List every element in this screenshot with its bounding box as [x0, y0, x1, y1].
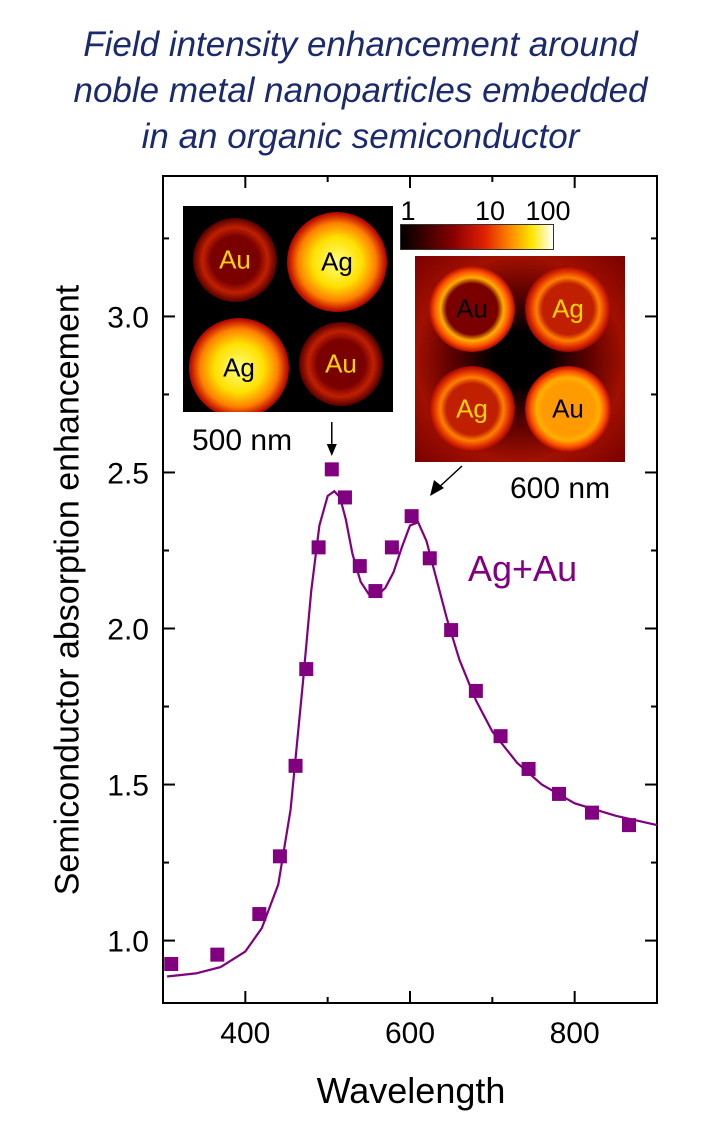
particle-ag-bright [287, 212, 387, 312]
inset-field-map-600nm: Au Ag Ag Au [415, 256, 625, 462]
data-point [324, 462, 339, 477]
figure-title-line-2: noble metal nanoparticles embedded [73, 71, 648, 110]
y-tick-label: 1.0 [107, 926, 149, 959]
data-point [288, 758, 303, 773]
particle-au-dim [193, 218, 277, 302]
inset1-label-4: Au [325, 348, 357, 379]
data-point [352, 559, 367, 574]
arrow-500nm-head [326, 444, 337, 456]
data-point [493, 729, 508, 744]
y-tick-label: 2.5 [107, 457, 149, 490]
data-point [404, 509, 419, 524]
data-point [299, 662, 314, 677]
figure-title-line-1: Field intensity enhancement around [83, 25, 638, 64]
inset2-label-3: Ag [456, 393, 488, 424]
particle-ag-bright [189, 318, 289, 412]
colorbar-tick-1: 1 [400, 196, 416, 226]
particle-au-ring [429, 266, 515, 352]
data-point [337, 490, 352, 505]
particle-au-ring [525, 366, 611, 452]
annotation-600nm: 600 nm [510, 472, 611, 505]
inset1-label-2: Ag [321, 246, 353, 277]
annotation-500nm: 500 nm [192, 424, 293, 457]
particle-au-dim [299, 322, 383, 406]
data-point [468, 683, 483, 698]
particle-ag-ring [429, 366, 515, 452]
inset2-label-1: Au [456, 293, 488, 324]
data-point [272, 849, 287, 864]
inset-field-map-500nm: Au Ag Ag Au [183, 206, 393, 412]
data-point [252, 907, 267, 922]
data-point [584, 805, 599, 820]
colorbar-tick-100: 100 [525, 196, 571, 226]
data-point [444, 623, 459, 638]
data-point [210, 947, 225, 962]
y-axis-label: Semiconductor absorption enhancement [48, 284, 87, 896]
particle-ag-ring [525, 266, 611, 352]
y-tick-label: 1.5 [107, 770, 149, 803]
inset1-label-1: Au [219, 244, 251, 275]
data-point [368, 584, 383, 599]
data-point [384, 540, 399, 555]
inset2-label-2: Ag [552, 293, 584, 324]
colorbar-tick-10: 10 [474, 196, 506, 226]
inset2-label-4: Au [552, 393, 584, 424]
x-tick-label: 800 [550, 1017, 600, 1050]
x-tick-label: 400 [220, 1017, 270, 1050]
x-axis-label: Wavelength [316, 1070, 506, 1111]
colorbar [400, 224, 554, 250]
data-point [422, 551, 437, 566]
inset1-label-3: Ag [223, 352, 255, 383]
fit-line [166, 489, 658, 978]
data-point [164, 956, 179, 971]
data-point [311, 540, 326, 555]
data-point [521, 761, 536, 776]
y-tick-label: 2.0 [107, 614, 149, 647]
x-tick-label: 600 [385, 1017, 435, 1050]
y-tick-label: 3.0 [107, 301, 149, 334]
data-point [622, 818, 637, 833]
data-point [552, 786, 567, 801]
series-label-ag-au: Ag+Au [468, 548, 578, 589]
arrow-600nm-head [430, 480, 444, 496]
figure-title-line-3: in an organic semiconductor [141, 117, 580, 156]
